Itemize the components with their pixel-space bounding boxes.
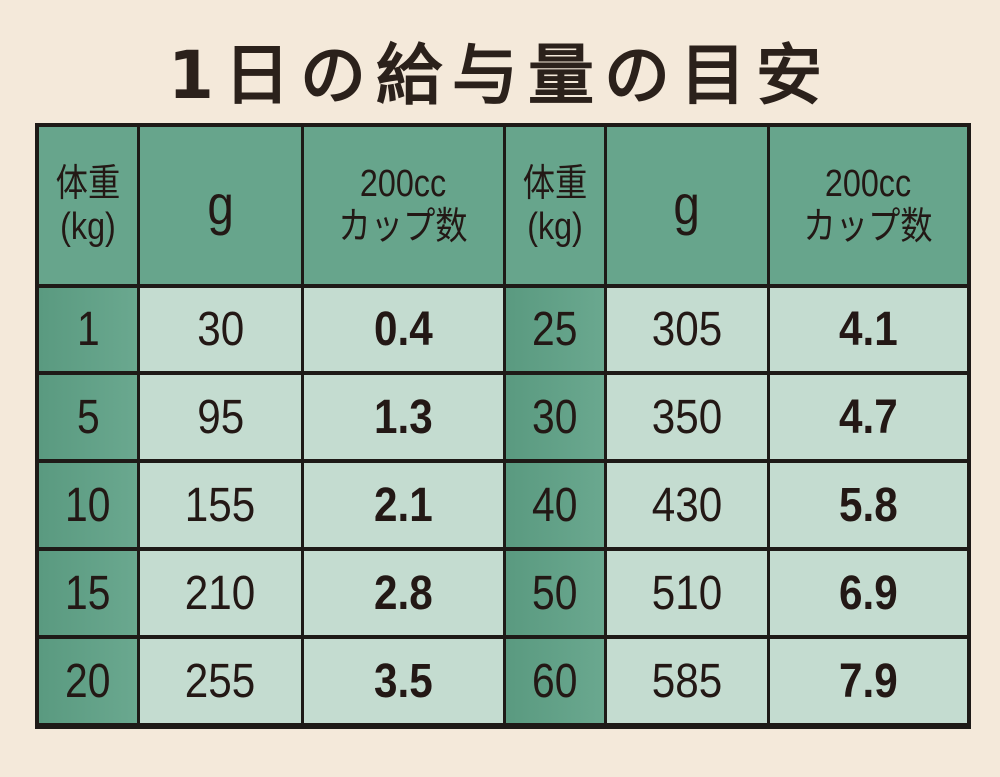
- cups-cell: 2.8: [304, 551, 503, 635]
- grams-cell: 430: [607, 463, 767, 547]
- header-weight-line1: 体重: [522, 162, 588, 205]
- header-weight-line2: (kg): [527, 205, 583, 248]
- grams-cell: 155: [140, 463, 301, 547]
- cups-cell-value: 2.8: [374, 566, 433, 620]
- grams-cell-value: 95: [197, 390, 244, 444]
- cups-cell: 6.9: [770, 551, 967, 635]
- header-grams-label: g: [673, 173, 701, 237]
- grams-cell: 305: [607, 288, 767, 371]
- cups-cell-value: 4.1: [839, 303, 898, 356]
- weight-cell-value: 1: [76, 303, 100, 356]
- grams-cell: 510: [607, 551, 767, 635]
- cups-cell-value: 3.5: [374, 654, 433, 708]
- weight-cell: 5: [39, 375, 137, 459]
- weight-cell: 1: [39, 288, 137, 371]
- grams-cell-value: 350: [651, 390, 723, 444]
- cups-cell-value: 5.8: [839, 478, 898, 532]
- grams-cell: 350: [607, 375, 767, 459]
- header-weight: 体重(kg): [506, 127, 604, 284]
- grams-cell: 255: [140, 639, 301, 723]
- cups-cell-value: 1.3: [374, 390, 433, 444]
- weight-cell: 30: [506, 375, 604, 459]
- grams-cell: 95: [140, 375, 301, 459]
- weight-cell-value: 50: [532, 566, 578, 620]
- grams-cell: 30: [140, 288, 301, 371]
- cups-cell: 2.1: [304, 463, 503, 547]
- weight-cell: 50: [506, 551, 604, 635]
- header-grams-label: g: [207, 173, 234, 237]
- grams-cell-value: 255: [185, 654, 256, 708]
- cups-cell: 3.5: [304, 639, 503, 723]
- weight-cell: 40: [506, 463, 604, 547]
- cups-cell: 4.7: [770, 375, 967, 459]
- grams-cell: 210: [140, 551, 301, 635]
- grams-cell-value: 155: [185, 478, 256, 532]
- weight-cell-value: 5: [76, 390, 100, 444]
- header-cups-line1: 200cc: [825, 162, 912, 205]
- cups-cell-value: 7.9: [839, 654, 898, 708]
- header-weight: 体重(kg): [39, 127, 137, 284]
- weight-cell-value: 60: [532, 654, 578, 708]
- cups-cell: 7.9: [770, 639, 967, 723]
- cups-cell-value: 4.7: [839, 390, 898, 444]
- grams-cell-value: 305: [651, 303, 723, 356]
- weight-cell: 60: [506, 639, 604, 723]
- header-grams: g: [607, 127, 767, 284]
- header-weight-label: 体重(kg): [55, 162, 121, 248]
- cups-cell-value: 2.1: [374, 478, 433, 532]
- weight-cell-value: 15: [65, 566, 111, 620]
- cups-cell: 1.3: [304, 375, 503, 459]
- cups-cell: 0.4: [304, 288, 503, 371]
- grams-cell-value: 30: [197, 303, 244, 356]
- grams-cell-value: 585: [651, 654, 723, 708]
- page-title: 1日の給与量の目安: [168, 37, 832, 114]
- header-grams: g: [140, 127, 301, 284]
- grams-cell-value: 210: [185, 566, 256, 620]
- weight-cell: 25: [506, 288, 604, 371]
- cups-cell-value: 6.9: [839, 566, 898, 620]
- header-cups: 200cc カップ数: [770, 127, 967, 284]
- cups-cell: 5.8: [770, 463, 967, 547]
- header-cups: 200cc カップ数: [304, 127, 503, 284]
- grams-cell-value: 510: [651, 566, 723, 620]
- weight-cell: 10: [39, 463, 137, 547]
- weight-cell-value: 10: [65, 478, 111, 532]
- cups-cell-value: 0.4: [374, 303, 433, 356]
- weight-cell-value: 25: [532, 303, 578, 356]
- cups-cell: 4.1: [770, 288, 967, 371]
- grams-cell: 585: [607, 639, 767, 723]
- header-cups-line2: カップ数: [803, 205, 934, 248]
- weight-cell-value: 20: [65, 654, 111, 708]
- header-cups-line1: 200cc: [360, 162, 447, 205]
- weight-cell-value: 30: [532, 390, 578, 444]
- weight-cell: 15: [39, 551, 137, 635]
- grams-cell-value: 430: [651, 478, 723, 532]
- weight-cell-value: 40: [532, 478, 578, 532]
- weight-cell: 20: [39, 639, 137, 723]
- header-cups-line2: カップ数: [338, 205, 469, 248]
